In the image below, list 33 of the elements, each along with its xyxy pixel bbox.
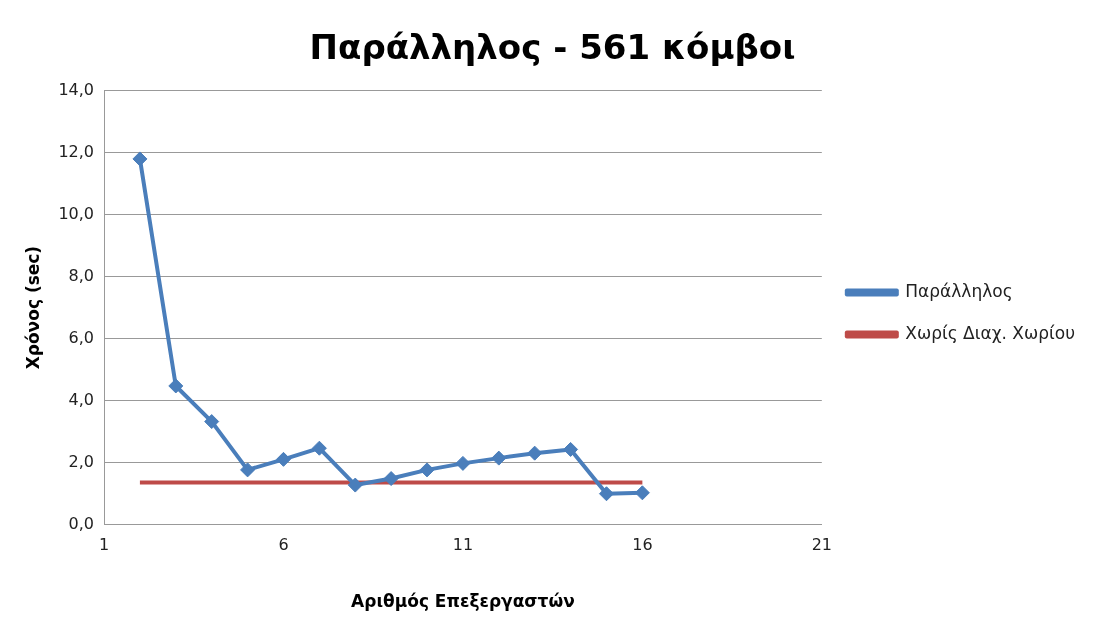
legend-label: Παράλληλος bbox=[905, 280, 1013, 301]
x-tick-label: 16 bbox=[632, 535, 653, 555]
point bbox=[634, 485, 650, 501]
y-axis-title: Χρόνος (sec) bbox=[22, 245, 43, 370]
point bbox=[275, 451, 291, 467]
point bbox=[204, 414, 220, 430]
point bbox=[347, 477, 363, 493]
y-tick-label: 2,0 bbox=[68, 451, 95, 471]
x-tick-label: 1 bbox=[98, 535, 110, 555]
point bbox=[598, 486, 614, 502]
point bbox=[455, 455, 471, 471]
y-tick-label: 0,0 bbox=[68, 513, 95, 533]
y-tick-label: 8,0 bbox=[68, 265, 95, 285]
y-tick-label: 10,0 bbox=[58, 203, 95, 223]
y-tick-label: 12,0 bbox=[58, 141, 95, 161]
x-tick-label: 6 bbox=[278, 535, 289, 555]
point bbox=[491, 450, 507, 466]
x-tick-label: 11 bbox=[452, 535, 474, 555]
point bbox=[132, 151, 148, 167]
legend-label: Χωρίς Διαχ. Χωρίου bbox=[905, 322, 1075, 343]
point bbox=[383, 471, 399, 487]
y-tick-label: 4,0 bbox=[68, 389, 95, 409]
point bbox=[168, 378, 184, 394]
x-axis-title: Αριθμός Επεξεργαστών bbox=[351, 591, 575, 612]
x-tick-label: 21 bbox=[811, 535, 832, 555]
point bbox=[240, 462, 256, 478]
y-tick-label: 6,0 bbox=[68, 327, 95, 347]
y-tick-label: 14,0 bbox=[58, 79, 95, 99]
chart-title: Παράλληλος - 561 κόμβοι bbox=[309, 27, 796, 68]
point bbox=[563, 441, 579, 457]
point bbox=[419, 462, 435, 478]
point bbox=[527, 445, 543, 461]
point bbox=[311, 440, 327, 456]
